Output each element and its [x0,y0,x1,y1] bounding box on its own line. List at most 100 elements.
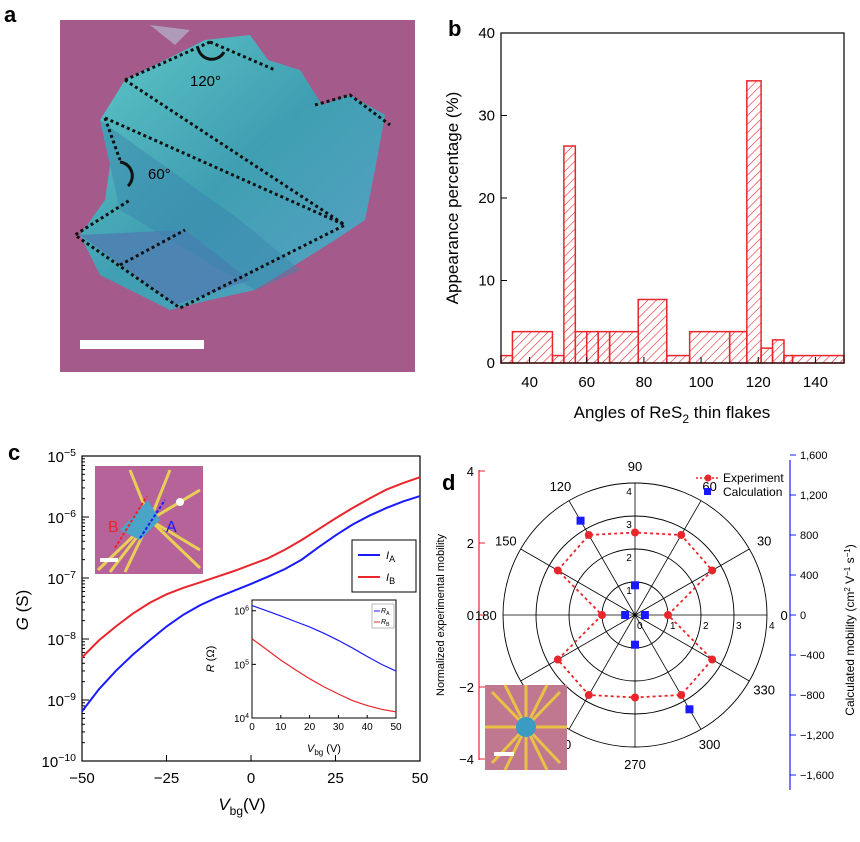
legend-label-a: IA [386,550,395,564]
legend-marker-experiment [704,474,712,482]
inset-x-axis-title: Vbg (V) [307,743,341,757]
svg-text:RB: RB [381,619,390,628]
y-tick-label-2: 20 [478,190,495,207]
radial-label-2: 2 [703,621,709,632]
histogram-bar-15 [783,354,794,364]
x-tick-label-0: −50 [69,770,94,787]
experiment-point-240 [584,691,593,700]
experiment-point-120 [584,530,593,539]
experiment-point-30 [708,566,717,575]
histogram-bar-2 [551,354,565,364]
right-axis-title: Calculated mobility (cm2 V−1 s−1) [843,544,857,715]
radial-label-1: 1 [670,621,676,632]
series-line-ib [81,476,421,659]
inset-x-tick-label-1: 10 [275,722,287,733]
left-tick-label-2: 0 [467,608,474,623]
experiment-point-210 [553,655,562,664]
x-tick-label-1: −25 [154,770,179,787]
polar-spoke-210 [520,614,636,682]
angle-label-120: 120° [190,73,221,90]
histogram-bar-8 [637,298,668,364]
panel-b-label: b [448,16,461,41]
inset-series-line-ra [251,604,397,672]
electrode-label-b: B [108,519,119,536]
angle-label-60: 60° [148,166,171,183]
polar-spoke-330 [634,614,750,682]
angle-arc-120 [196,47,226,61]
svg-text:RA: RA [381,608,390,617]
res2-flake [80,25,385,310]
left-tick-label-3: −2 [459,680,474,695]
legend-label-b: IB [386,572,395,586]
legend: Experiment Calculation [696,471,784,499]
x-axis-title: Vbg(V) [218,795,265,818]
inset-y-tick-label-1: 105 [234,659,249,671]
histogram-bar-6 [597,330,611,364]
panel-b: b 40 60 80 100 120 140 0 10 20 30 40 Appearance pe… [443,16,845,425]
y-tick-label-4: 40 [478,25,495,42]
right-tick-label-3: 400 [800,570,818,582]
right-tick-label-2: 800 [800,530,818,542]
left-tick-label-4: −4 [459,752,474,767]
histogram-bar-7 [608,330,639,364]
polar-spoke-150 [520,548,636,616]
x-tick-label-1: 60 [578,374,595,391]
experiment-point-60 [677,530,686,539]
panel-a-label: a [4,2,17,27]
right-tick-label-5: −400 [800,650,825,662]
angle-label-180: 180 [475,608,497,623]
polar-spoke-240 [568,614,636,730]
experiment-point-90 [631,528,639,537]
inset-y-tick-label-2: 106 [234,606,249,618]
y-tick-label-1: 10 [478,273,495,290]
histogram-bar-11 [728,330,748,364]
histogram-bar-4 [574,330,588,364]
inset-legend: RA RB [371,603,395,629]
right-tick-label-1: 1,200 [800,490,828,502]
histogram-bar-3 [563,145,577,364]
inset-y-axis-title: R (Ω) [205,646,217,673]
experiment-point-300 [677,691,686,700]
angle-label-30: 30 [757,533,771,548]
calculation-point-90 [631,581,639,590]
inset-y-tick-label-0: 104 [234,713,249,725]
experiment-point-270 [631,693,639,702]
polar-spoke-30 [634,548,750,616]
polar-plot: 0306090120150180210240270300330012341234 [475,459,788,772]
device-inset-image [485,684,567,771]
angle-label-270: 270 [624,757,646,772]
right-tick-label-0: 1,600 [800,450,828,462]
right-axis-ticks: 1,600 1,200 800 400 0 −400 −800 −1,200 −1,600 [790,450,834,782]
histogram-bar-1 [511,330,554,364]
experiment-point-180 [598,611,606,619]
angle-arc-60 [119,160,134,188]
left-axis-ticks: 4 2 0 −2 −4 [459,464,485,767]
x-tick-label-0: 40 [521,374,538,391]
panel-c-label: c [8,440,20,465]
y-tick-label-3: 10−7 [47,569,76,588]
polar-spoke-60 [634,500,702,616]
histogram-bar-14 [771,339,785,364]
y-tick-label-3: 30 [478,108,495,125]
x-tick-label-2: 80 [636,374,653,391]
y-axis-title: G (S) [13,590,32,631]
inset-series-line-rb [251,638,397,713]
angle-label-0: 0 [781,608,788,623]
angle-label-300: 300 [699,737,721,752]
x-tick-label-2: 0 [247,770,255,787]
left-tick-label-1: 2 [467,536,474,551]
histogram-bar-9 [666,354,691,364]
right-tick-label-8: −1,600 [800,770,834,782]
scale-bar [80,340,204,349]
series-line-ia [81,495,421,713]
panel-c: c −50 −25 0 25 50 10−10 10−9 10−8 10−7 10−6 10−5 G… [8,440,428,818]
inset-x-tick-label-0: 0 [249,722,255,733]
left-axis-title: Normalized experimental mobility [435,534,447,697]
x-tick-label-4: 120 [746,374,771,391]
flake-outline [72,40,391,310]
x-tick-label-5: 140 [803,374,828,391]
resistance-inset-chart: 0 10 20 30 40 50 104 105 106 R (Ω) Vbg (V) RA RB [205,599,402,757]
radial-label-4: 4 [769,621,775,632]
experiment-point-330 [708,655,717,664]
histogram-bar-12 [746,80,762,364]
